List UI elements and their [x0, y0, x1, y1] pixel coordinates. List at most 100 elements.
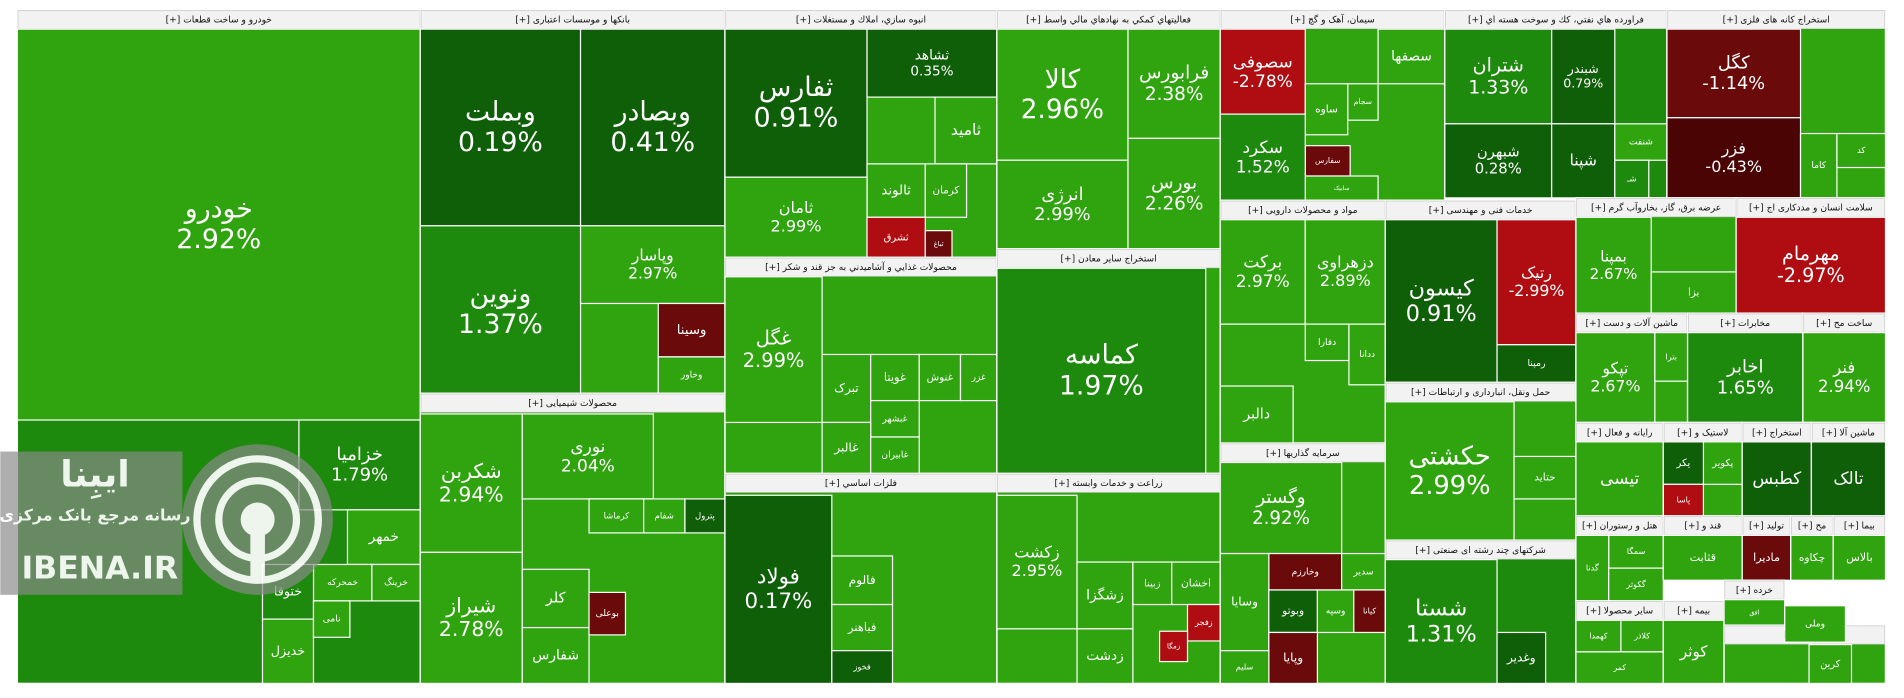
tile — [312, 563, 373, 602]
tile-name: پکویر — [1711, 458, 1733, 469]
tile-name: کلاذر — [1633, 632, 1650, 641]
tile-name: غنوش — [927, 372, 954, 384]
tile-name: سلیم — [1236, 662, 1254, 672]
tile-change: 2.99% — [1034, 205, 1090, 225]
tile-change: 1.52% — [1236, 157, 1290, 177]
tile-change: 2.67% — [1590, 376, 1640, 395]
sector-title: سلامت انسان و مددکاری اج [+] — [1749, 204, 1873, 214]
tile-name: فنر — [1832, 358, 1855, 378]
tile-name: ثفارس — [759, 72, 834, 103]
sector: محصولات غذايي و آشاميدني به جز قند و شكر… — [724, 256, 998, 475]
sector-title: ماشین آلات و دست [+] — [1586, 317, 1679, 329]
tile — [1608, 567, 1664, 602]
tile — [724, 28, 868, 178]
sector: حمل ونقل، انبارداری و ارتباطات [+] حکشتی2… — [1384, 381, 1577, 541]
tile — [643, 498, 686, 534]
tile-change: 2.95% — [1012, 561, 1063, 580]
tile — [657, 302, 726, 358]
tile-name: فولاد — [757, 565, 800, 590]
sector-title: استخراج ساير معادن [+] — [1060, 255, 1156, 265]
tile — [1741, 441, 1813, 517]
tile-name: شـ — [1626, 175, 1637, 185]
tile-name: سفارس — [1315, 156, 1340, 165]
watermark: ایبِنا رسانه مرجع بانک مرکزی IBENA.IR — [0, 444, 333, 595]
tile — [870, 353, 920, 402]
sector-title: مواد و محصولات دارویی [+] — [1248, 206, 1357, 216]
tile-name: حتاید — [1534, 471, 1556, 484]
tile — [1219, 113, 1306, 201]
tile-name: کطبس — [1752, 469, 1802, 489]
tile-name: وگستر — [1255, 486, 1305, 508]
tile-name: بورس — [1151, 172, 1197, 193]
tile — [724, 494, 833, 685]
tile-change: -2.99% — [1509, 281, 1565, 300]
tile-name: مادیرا — [1753, 551, 1780, 564]
tile-change: 2.92% — [176, 224, 261, 255]
tile-name: ثشرق — [884, 232, 909, 243]
tile — [1496, 219, 1577, 346]
tile — [870, 399, 920, 438]
tile-change: 0.91% — [1406, 301, 1477, 327]
tile-name: خودرو — [183, 193, 253, 224]
sector: فعاليتهاي كمكي به نهادهاي مالي واسط [+] ک… — [996, 8, 1222, 250]
tile-name: اخشان — [1181, 576, 1211, 589]
tile — [1575, 534, 1610, 602]
tile-change: 2.99% — [771, 216, 822, 235]
sector-title: رایانه و فعال [+] — [1587, 428, 1653, 438]
tile-name: غزر — [971, 373, 986, 383]
tile-name: قثابت — [1690, 551, 1716, 564]
sector-title: سایر محصولا [+] — [1586, 607, 1653, 617]
sector: قند و [+] قثابت — [1662, 515, 1743, 581]
tile-name: دالبر — [1242, 407, 1270, 423]
tile — [1219, 385, 1294, 444]
sector: فراورده هاي نفتي، كك و سوخت هسته اي [+] ش… — [1444, 8, 1668, 199]
tile — [521, 568, 590, 629]
sector: تولید [+] مادیرا — [1741, 515, 1792, 581]
sector-header — [997, 473, 1220, 493]
sector: بیمه [+] کوثر — [1662, 600, 1725, 685]
tile-change: 0.91% — [754, 103, 839, 134]
tile-name: زمگا — [1167, 641, 1180, 650]
tile — [1219, 552, 1270, 652]
tile-name: کرماشا — [604, 511, 631, 521]
tile-name: ثامید — [951, 121, 981, 139]
tile-name: وخارزم — [1292, 567, 1319, 577]
tile — [1127, 137, 1221, 250]
tile — [588, 498, 645, 534]
tile-name: فخوز — [852, 662, 870, 672]
tile-name: خدیزل — [271, 644, 305, 659]
tile — [870, 436, 920, 475]
tile — [1784, 605, 1847, 643]
watermark-dot — [240, 502, 275, 537]
tile — [866, 216, 926, 258]
tile-name: وسایا — [1231, 595, 1258, 610]
tile — [684, 498, 726, 534]
tile — [1219, 650, 1270, 685]
tile — [419, 28, 582, 227]
sector-title: محصولات شیمیایی [+] — [528, 399, 617, 409]
sector: بیما [+] بالاس — [1832, 515, 1887, 581]
tile — [1687, 332, 1804, 424]
tile-change: -0.43% — [1705, 157, 1762, 176]
sector: استخراج [+] کطبس — [1741, 421, 1813, 517]
tile — [1551, 123, 1616, 199]
tile — [1575, 216, 1652, 314]
tile-name: ساوه — [1315, 102, 1338, 115]
tile-change: 0.17% — [744, 589, 812, 614]
tile-name: غگل — [756, 326, 792, 349]
tile — [1802, 332, 1887, 424]
tile-name: تپکو — [1601, 358, 1628, 378]
tile-name: وملی — [1805, 619, 1825, 629]
tile — [1575, 619, 1622, 653]
tile — [312, 600, 351, 638]
tile-change: 0.41% — [610, 127, 695, 158]
tile-name: فالوم — [849, 573, 876, 588]
tile — [1836, 132, 1887, 169]
tile — [579, 28, 726, 227]
tile — [261, 618, 315, 685]
